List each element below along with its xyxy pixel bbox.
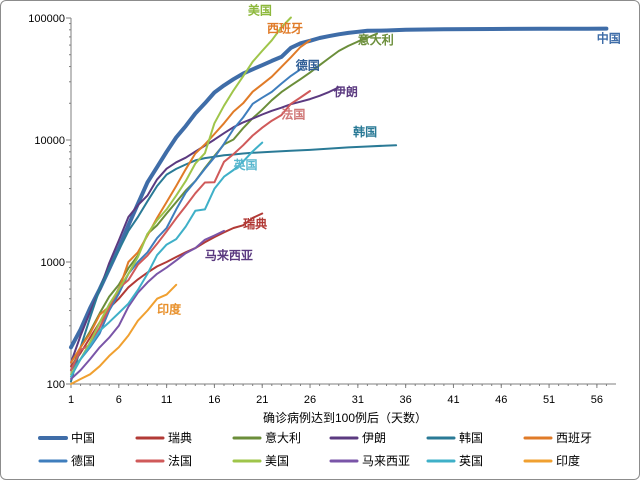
legend-label: 伊朗 [362, 431, 386, 445]
series-annotation: 瑞典 [243, 216, 267, 231]
series-annotation: 意大利 [358, 32, 394, 47]
legend-label: 法国 [168, 454, 192, 468]
x-tick-label: 6 [116, 394, 122, 406]
y-tick-label: 100000 [28, 13, 65, 25]
series-annotation: 印度 [157, 301, 182, 316]
series-line-7 [70, 90, 311, 372]
legend-label: 中国 [71, 430, 95, 445]
series-annotation: 西班牙 [267, 21, 303, 36]
x-tick-label: 56 [591, 394, 603, 406]
legend-label: 西班牙 [556, 431, 592, 445]
series-annotation: 德国 [296, 57, 320, 72]
legend-label: 马来西亚 [362, 454, 410, 468]
legend-label: 美国 [265, 454, 289, 468]
legend-label: 韩国 [459, 430, 483, 445]
legend-label: 英国 [459, 454, 483, 468]
legend-label: 印度 [556, 453, 580, 468]
y-tick-label: 10000 [34, 135, 65, 147]
x-tick-label: 1 [68, 394, 74, 406]
x-tick-label: 41 [447, 394, 459, 406]
x-tick-label: 46 [495, 394, 507, 406]
series-layer [69, 16, 609, 385]
y-tick-label: 100 [47, 379, 65, 391]
x-axis-label: 确诊病例达到100例后（天数） [263, 410, 427, 425]
series-annotation: 法国 [281, 107, 305, 122]
series-line-6 [70, 68, 302, 372]
x-tick-label: 31 [352, 394, 364, 406]
x-tick-label: 21 [256, 394, 268, 406]
series-line-11 [70, 283, 178, 385]
x-tick-label: 11 [161, 394, 172, 406]
legend-label: 德国 [71, 453, 95, 468]
x-tick-label: 16 [208, 394, 220, 406]
series-annotation: 英国 [234, 157, 258, 172]
x-tick-label: 51 [543, 394, 555, 406]
series-line-10 [70, 141, 264, 378]
y-tick-label: 1000 [41, 257, 65, 269]
series-annotation: 韩国 [353, 124, 377, 139]
x-tick-label: 26 [304, 394, 316, 406]
x-tick-label: 36 [400, 394, 412, 406]
legend-label: 意大利 [265, 430, 301, 445]
series-line-9 [70, 229, 225, 380]
series-annotation: 马来西亚 [205, 247, 253, 262]
series-line-0 [69, 26, 609, 350]
legend-label: 瑞典 [168, 431, 192, 445]
series-annotation: 中国 [597, 31, 621, 46]
series-annotation: 伊朗 [333, 84, 358, 99]
series-line-8 [70, 16, 292, 376]
series-annotation: 美国 [248, 2, 272, 17]
